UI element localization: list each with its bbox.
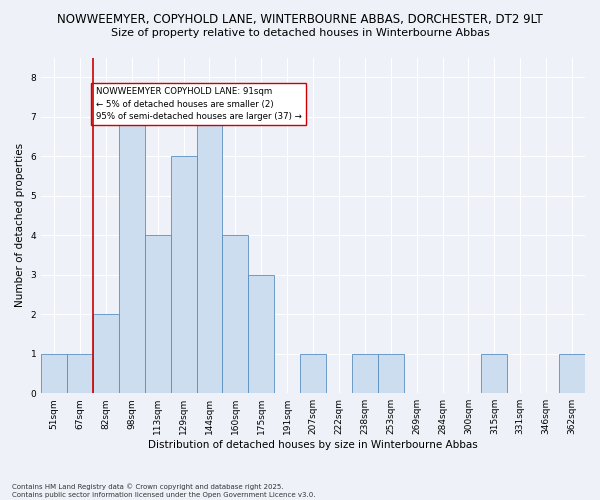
X-axis label: Distribution of detached houses by size in Winterbourne Abbas: Distribution of detached houses by size … bbox=[148, 440, 478, 450]
Bar bbox=[223, 235, 248, 393]
Text: NOWWEEMYER, COPYHOLD LANE, WINTERBOURNE ABBAS, DORCHESTER, DT2 9LT: NOWWEEMYER, COPYHOLD LANE, WINTERBOURNE … bbox=[57, 12, 543, 26]
Text: Size of property relative to detached houses in Winterbourne Abbas: Size of property relative to detached ho… bbox=[110, 28, 490, 38]
Bar bbox=[481, 354, 508, 393]
Bar bbox=[119, 116, 145, 393]
Bar bbox=[197, 116, 223, 393]
Bar bbox=[145, 235, 170, 393]
Bar bbox=[67, 354, 93, 393]
Text: Contains HM Land Registry data © Crown copyright and database right 2025.
Contai: Contains HM Land Registry data © Crown c… bbox=[12, 484, 316, 498]
Bar bbox=[248, 274, 274, 393]
Bar bbox=[41, 354, 67, 393]
Bar bbox=[352, 354, 378, 393]
Bar bbox=[300, 354, 326, 393]
Bar bbox=[559, 354, 585, 393]
Bar bbox=[170, 156, 197, 393]
Bar bbox=[93, 314, 119, 393]
Bar bbox=[378, 354, 404, 393]
Y-axis label: Number of detached properties: Number of detached properties bbox=[15, 144, 25, 308]
Text: NOWWEEMYER COPYHOLD LANE: 91sqm
← 5% of detached houses are smaller (2)
95% of s: NOWWEEMYER COPYHOLD LANE: 91sqm ← 5% of … bbox=[95, 87, 301, 121]
